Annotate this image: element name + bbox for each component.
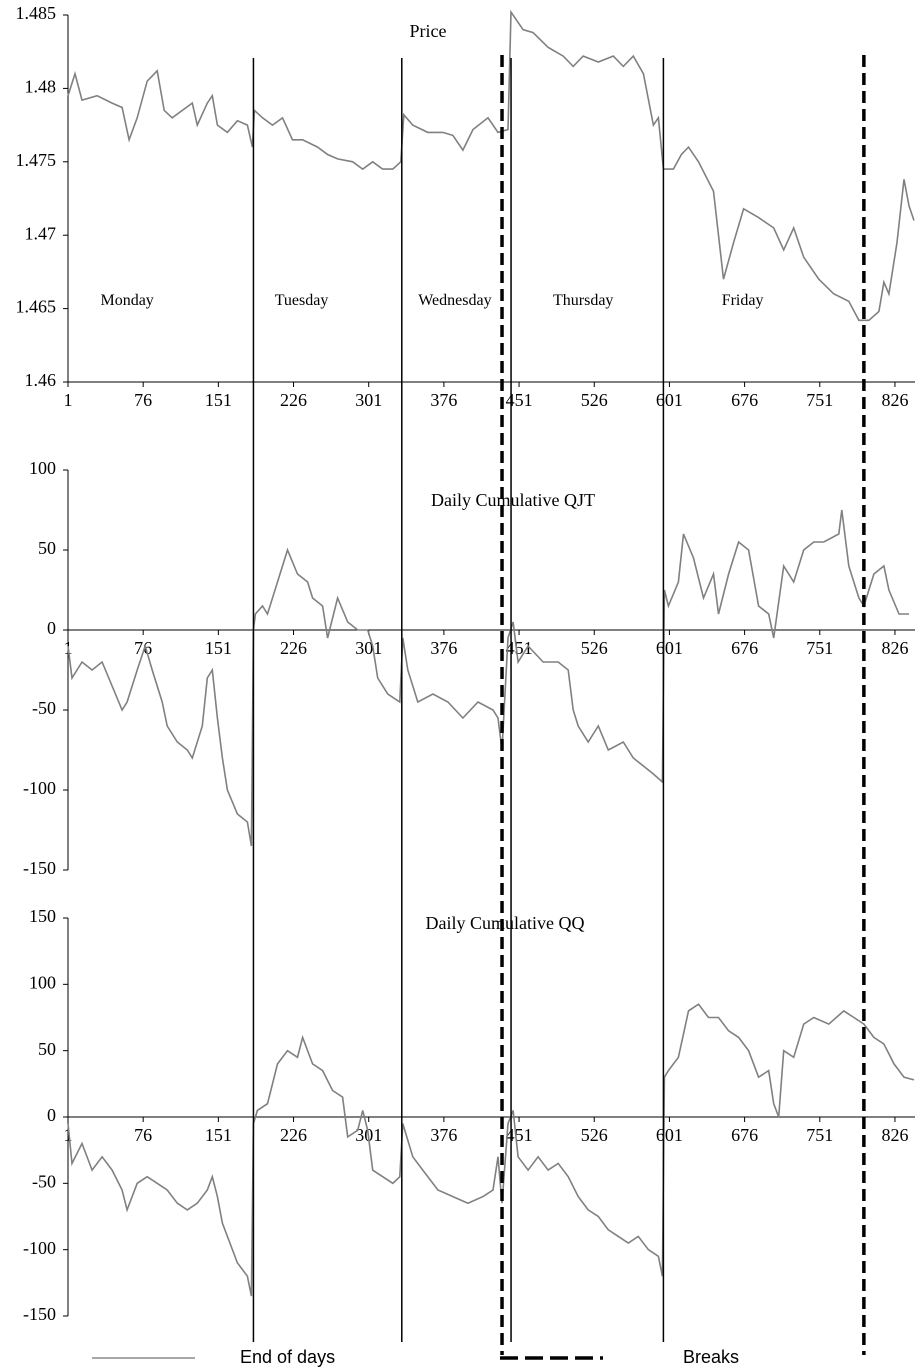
x-tick-label: 676	[731, 390, 758, 410]
legend-label: End of days	[240, 1347, 335, 1367]
day-label: Thursday	[553, 292, 613, 309]
y-tick-label: 1.48	[25, 77, 57, 97]
x-tick-label: 376	[430, 390, 457, 410]
x-tick-label: 451	[506, 390, 533, 410]
y-tick-label: 100	[29, 972, 56, 992]
chart-title: Price	[410, 21, 447, 41]
x-tick-label: 526	[581, 638, 608, 658]
price-line	[67, 1003, 915, 1297]
x-tick-label: 76	[134, 390, 152, 410]
day-label: Friday	[722, 292, 764, 309]
x-tick-label: 826	[881, 638, 908, 658]
day-label: Monday	[100, 292, 153, 309]
x-tick-label: 1	[64, 1125, 73, 1145]
x-tick-label: 526	[581, 390, 608, 410]
x-tick-label: 226	[280, 390, 307, 410]
y-tick-label: 50	[38, 538, 56, 558]
chart-title: Daily Cumulative QJT	[431, 490, 595, 510]
x-tick-label: 751	[806, 638, 833, 658]
price-line	[67, 9, 915, 322]
x-tick-label: 151	[205, 638, 232, 658]
day-label: Wednesday	[418, 292, 491, 309]
x-tick-label: 376	[430, 638, 457, 658]
x-tick-label: 376	[430, 1125, 457, 1145]
y-tick-label: 0	[47, 618, 56, 638]
day-label: Tuesday	[275, 292, 329, 309]
y-tick-label: -100	[23, 1238, 56, 1258]
x-tick-label: 76	[134, 638, 152, 658]
x-tick-label: 751	[806, 1125, 833, 1145]
x-tick-label: 151	[205, 1125, 232, 1145]
x-tick-label: 751	[806, 390, 833, 410]
legend-label: Breaks	[683, 1347, 739, 1367]
x-tick-label: 151	[205, 390, 232, 410]
x-tick-label: 526	[581, 1125, 608, 1145]
x-tick-label: 301	[355, 390, 382, 410]
y-tick-label: 150	[29, 906, 56, 926]
x-tick-label: 826	[881, 1125, 908, 1145]
y-tick-label: 1.47	[25, 223, 57, 243]
y-tick-label: 1.485	[16, 3, 57, 23]
y-tick-label: -100	[23, 778, 56, 798]
y-tick-label: -50	[32, 698, 56, 718]
x-tick-label: 76	[134, 1125, 152, 1145]
y-tick-label: 0	[47, 1105, 56, 1125]
x-tick-label: 601	[656, 1125, 683, 1145]
chart-title: Daily Cumulative QQ	[426, 913, 585, 933]
x-tick-label: 451	[506, 638, 533, 658]
x-tick-label: 301	[355, 638, 382, 658]
y-tick-label: 100	[29, 458, 56, 478]
x-tick-label: 226	[280, 1125, 307, 1145]
y-tick-label: 1.46	[25, 370, 57, 390]
x-tick-label: 601	[656, 638, 683, 658]
x-tick-label: 601	[656, 390, 683, 410]
x-tick-label: 1	[64, 390, 73, 410]
y-tick-label: 50	[38, 1039, 56, 1059]
y-tick-label: 1.465	[16, 297, 57, 317]
x-tick-label: 826	[881, 390, 908, 410]
price-line	[67, 509, 909, 847]
y-tick-label: -50	[32, 1171, 56, 1191]
x-tick-label: 226	[280, 638, 307, 658]
x-tick-label: 451	[506, 1125, 533, 1145]
y-tick-label: -150	[23, 1304, 56, 1324]
x-tick-label: 676	[731, 1125, 758, 1145]
x-tick-label: 676	[731, 638, 758, 658]
y-tick-label: -150	[23, 858, 56, 878]
y-tick-label: 1.475	[16, 150, 57, 170]
